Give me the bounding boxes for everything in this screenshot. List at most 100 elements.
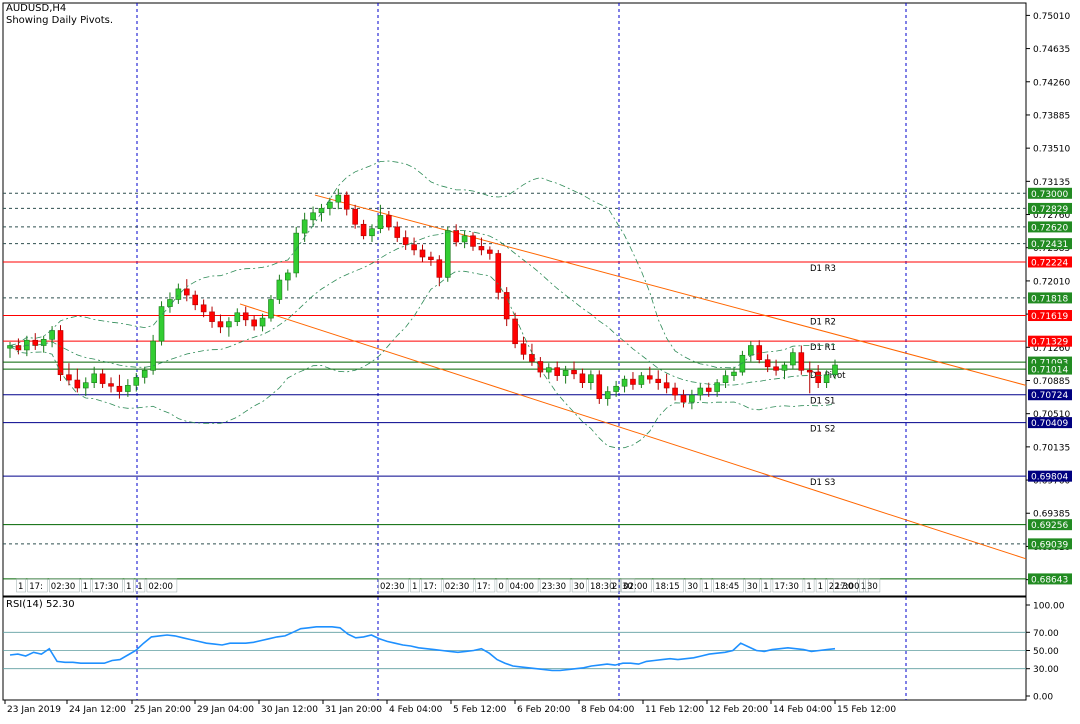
candle-body — [293, 232, 300, 274]
candle-body — [453, 230, 459, 243]
candle-body — [722, 375, 729, 383]
time-marker: 1 — [18, 582, 23, 592]
candle-body — [680, 394, 687, 403]
pivot-label: D1 R3 — [810, 264, 836, 274]
candle-body — [461, 235, 468, 243]
candle-body — [40, 339, 47, 346]
candle-body — [554, 367, 560, 376]
time-tick-label: 5 Feb 12:00 — [453, 705, 507, 715]
candle-body — [520, 343, 527, 355]
candle-body — [798, 352, 805, 371]
price-tick-label: 0.73510 — [1033, 145, 1070, 155]
time-marker: 1 — [704, 582, 709, 592]
time-marker-box — [124, 578, 134, 593]
candle-body — [478, 246, 485, 251]
time-marker: 23:30 — [542, 582, 567, 592]
candle-body — [217, 321, 224, 328]
price-tag-box — [1028, 389, 1072, 401]
price-tag-box — [1028, 202, 1072, 214]
candle-body — [529, 354, 535, 362]
time-marker: 22:30 — [829, 582, 854, 592]
time-marker: 30 — [687, 582, 698, 592]
price-tag-text: 0.73000 — [1031, 190, 1068, 200]
time-marker: 1 — [818, 582, 823, 592]
price-tag-box — [1028, 238, 1072, 250]
time-tick-label: 30 Jan 12:00 — [261, 705, 318, 715]
time-marker-box — [745, 578, 760, 593]
candle-body — [116, 385, 123, 392]
time-tick-label: 6 Feb 20:00 — [517, 705, 571, 715]
time-marker: 18:30 — [590, 582, 615, 592]
candle-body — [630, 378, 636, 385]
candle-body — [66, 374, 72, 381]
candle-body — [386, 215, 392, 228]
candle-body — [411, 244, 417, 251]
time-marker-box — [610, 578, 620, 593]
time-marker: 17:00 — [835, 582, 860, 592]
price-tag-text: 0.70724 — [1031, 391, 1068, 401]
price-tick-label: 0.73885 — [1033, 111, 1070, 121]
time-tick-label: 15 Feb 12:00 — [837, 705, 896, 715]
price-tag-box — [1028, 292, 1072, 304]
time-marker-box — [92, 578, 123, 593]
candle-body — [562, 370, 569, 376]
rsi-tick-label: 30.00 — [1033, 665, 1059, 675]
time-marker-box — [571, 578, 587, 593]
candle-body — [705, 387, 712, 392]
price-tag-text: 0.69039 — [1031, 540, 1068, 550]
candle-body — [251, 319, 257, 327]
candle-body — [537, 361, 544, 373]
price-tag-box — [1028, 221, 1072, 233]
candle-body — [832, 364, 838, 376]
pivot-label: D1 S2 — [810, 425, 835, 435]
price-tag-box — [1028, 335, 1072, 347]
candle-body — [621, 378, 628, 387]
candle-body — [99, 373, 106, 384]
price-tag-box — [1028, 538, 1072, 550]
chart-subtitle: Showing Daily Pivots. — [6, 15, 114, 26]
price-tick-label: 0.74635 — [1033, 45, 1070, 55]
band-middle-line — [9, 230, 836, 386]
price-tag-text: 0.71619 — [1031, 312, 1068, 322]
candle-body — [419, 249, 426, 258]
candle-body — [402, 237, 409, 245]
candle-body — [209, 311, 215, 322]
candle-body — [487, 249, 493, 254]
time-marker-box — [146, 578, 178, 593]
candle-body — [604, 391, 611, 399]
time-tick-label: 24 Jan 12:00 — [69, 705, 126, 715]
candle-body — [596, 374, 603, 399]
time-tick-label: 29 Jan 04:00 — [197, 705, 254, 715]
time-tick-label: 14 Feb 04:00 — [773, 705, 832, 715]
price-tag-text: 0.72431 — [1031, 240, 1068, 250]
time-marker-box — [621, 578, 652, 593]
time-marker: 17: — [477, 582, 491, 592]
candle-body — [739, 354, 746, 373]
price-tag-box — [1028, 573, 1072, 585]
time-marker: 1 — [137, 582, 142, 592]
time-marker: 02:00 — [148, 582, 173, 592]
price-tick-label: 0.70885 — [1033, 377, 1070, 387]
price-tick-label: 0.75010 — [1033, 12, 1070, 22]
candle-body — [394, 226, 401, 238]
candle-body — [15, 345, 22, 351]
time-marker-box — [685, 578, 701, 593]
candle-body — [588, 374, 594, 383]
time-tick-label: 25 Jan 20:00 — [134, 705, 191, 715]
candle-body — [646, 375, 653, 380]
candle-body — [748, 345, 754, 356]
time-marker-box — [833, 578, 864, 593]
time-marker: 1 — [412, 582, 417, 592]
price-tag-text: 0.71818 — [1031, 294, 1068, 304]
rsi-label: RSI(14) 52.30 — [6, 599, 75, 610]
time-marker: 18:15 — [655, 582, 680, 592]
candle-body — [57, 330, 64, 376]
candle-body — [571, 370, 577, 375]
time-marker: 1 — [83, 582, 88, 592]
candle-body — [352, 208, 358, 225]
time-marker-box — [701, 578, 712, 593]
candle-body — [773, 366, 779, 371]
pivot-label: D1 S3 — [810, 478, 835, 488]
time-marker-box — [772, 578, 804, 593]
chart-symbol: AUDUSD,H4 — [6, 3, 67, 14]
